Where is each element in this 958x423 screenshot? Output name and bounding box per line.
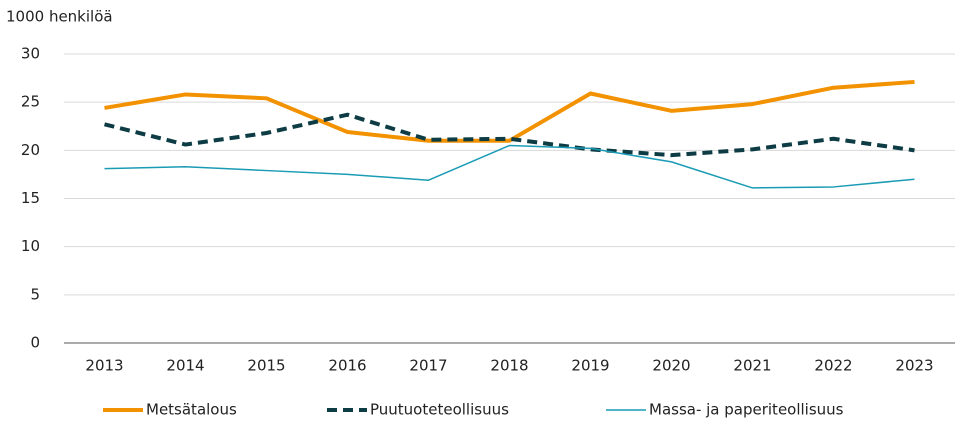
x-tick-label: 2016 (328, 357, 366, 375)
x-tick-label: 2018 (490, 357, 528, 375)
y-tick-label: 10 (21, 237, 40, 255)
x-tick-label: 2013 (85, 357, 123, 375)
x-tick-label: 2017 (409, 357, 447, 375)
x-tick-label: 2020 (652, 357, 690, 375)
legend-label: Massa- ja paperiteollisuus (649, 401, 844, 419)
legend-label: Puutuoteteollisuus (370, 401, 509, 419)
x-tick-label: 2015 (247, 357, 285, 375)
x-tick-label: 2022 (814, 357, 852, 375)
y-tick-label: 5 (30, 285, 40, 303)
y-axis-label: 1000 henkilöä (6, 8, 113, 26)
legend-label: Metsätalous (146, 401, 237, 419)
series-line (104, 79, 915, 143)
y-tick-label: 15 (21, 189, 40, 207)
x-tick-label: 2014 (166, 357, 204, 375)
y-tick-label: 0 (30, 334, 40, 352)
y-tick-label: 30 (21, 45, 40, 63)
series-line (104, 144, 915, 189)
x-tick-label: 2021 (733, 357, 771, 375)
x-tick-label: 2019 (571, 357, 609, 375)
x-tick-label: 2023 (895, 357, 933, 375)
y-tick-label: 25 (21, 93, 40, 111)
y-tick-label: 20 (21, 141, 40, 159)
series-line (104, 112, 915, 158)
